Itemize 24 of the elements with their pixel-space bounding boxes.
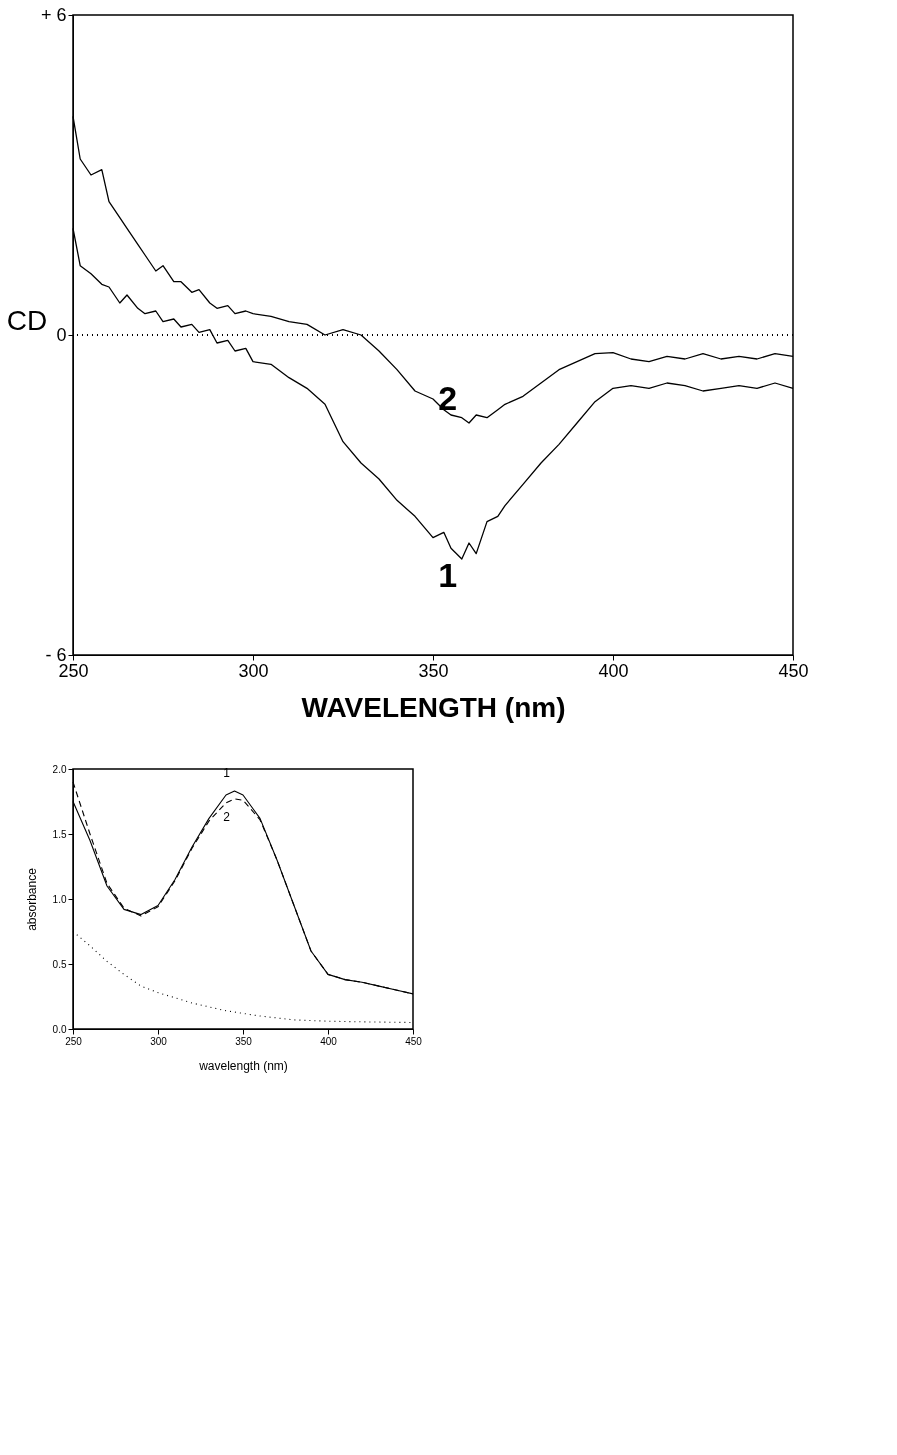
series-label: 1 xyxy=(438,556,458,594)
y-tick-label: 2.0 xyxy=(52,763,67,775)
x-tick-label: 450 xyxy=(778,660,809,681)
x-tick-label: 300 xyxy=(238,660,269,681)
y-axis-title: CD xyxy=(6,304,48,336)
x-tick-label: 400 xyxy=(598,660,629,681)
x-axis-title: wavelength (nm) xyxy=(198,1058,288,1073)
x-tick-label: 350 xyxy=(418,660,449,681)
y-axis-title: absorbance xyxy=(24,867,39,931)
series-label: 1 xyxy=(223,766,231,781)
y-tick-label: 1.0 xyxy=(52,893,67,905)
x-tick-label: 350 xyxy=(235,1035,253,1047)
y-tick-label: + 6 xyxy=(40,4,67,25)
x-tick-label: 300 xyxy=(150,1035,168,1047)
y-tick-label: 0.0 xyxy=(52,1023,67,1035)
y-tick-label: 0.5 xyxy=(52,958,67,970)
y-tick-label: 1.5 xyxy=(52,828,67,840)
x-tick-label: 400 xyxy=(320,1035,338,1047)
series-label: 2 xyxy=(438,378,458,417)
x-tick-label: 450 xyxy=(405,1035,423,1047)
x-tick-label: 250 xyxy=(65,1035,83,1047)
series-label: 2 xyxy=(223,809,231,824)
y-tick-label: 0 xyxy=(56,324,67,345)
x-axis-title: WAVELENGTH (nm) xyxy=(301,691,566,723)
